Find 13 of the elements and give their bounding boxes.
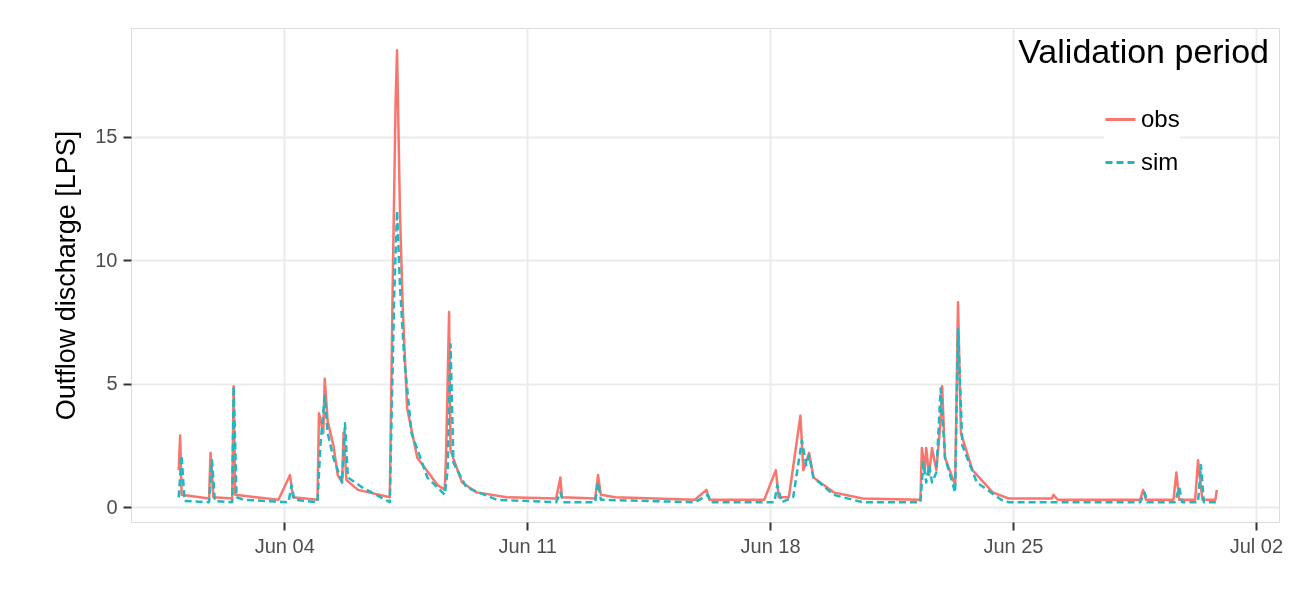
legend-label: obs [1141,104,1180,132]
y-tick-label: 15 [95,125,118,148]
annotation: Validation period [1018,32,1269,70]
x-tick-label: Jun 18 [740,534,801,557]
legend-label: sim [1141,147,1179,175]
y-tick-label: 10 [95,248,118,271]
y-tick-label: 5 [106,372,118,395]
x-tick-label: Jul 02 [1229,534,1284,557]
x-tick-label: Jun 04 [254,534,315,557]
x-tick-label: Jun 25 [983,534,1044,557]
x-tick-label: Jun 11 [498,534,557,557]
y-axis-title: Outflow discharge [LPS] [51,130,82,421]
y-tick-label: 0 [106,495,118,518]
